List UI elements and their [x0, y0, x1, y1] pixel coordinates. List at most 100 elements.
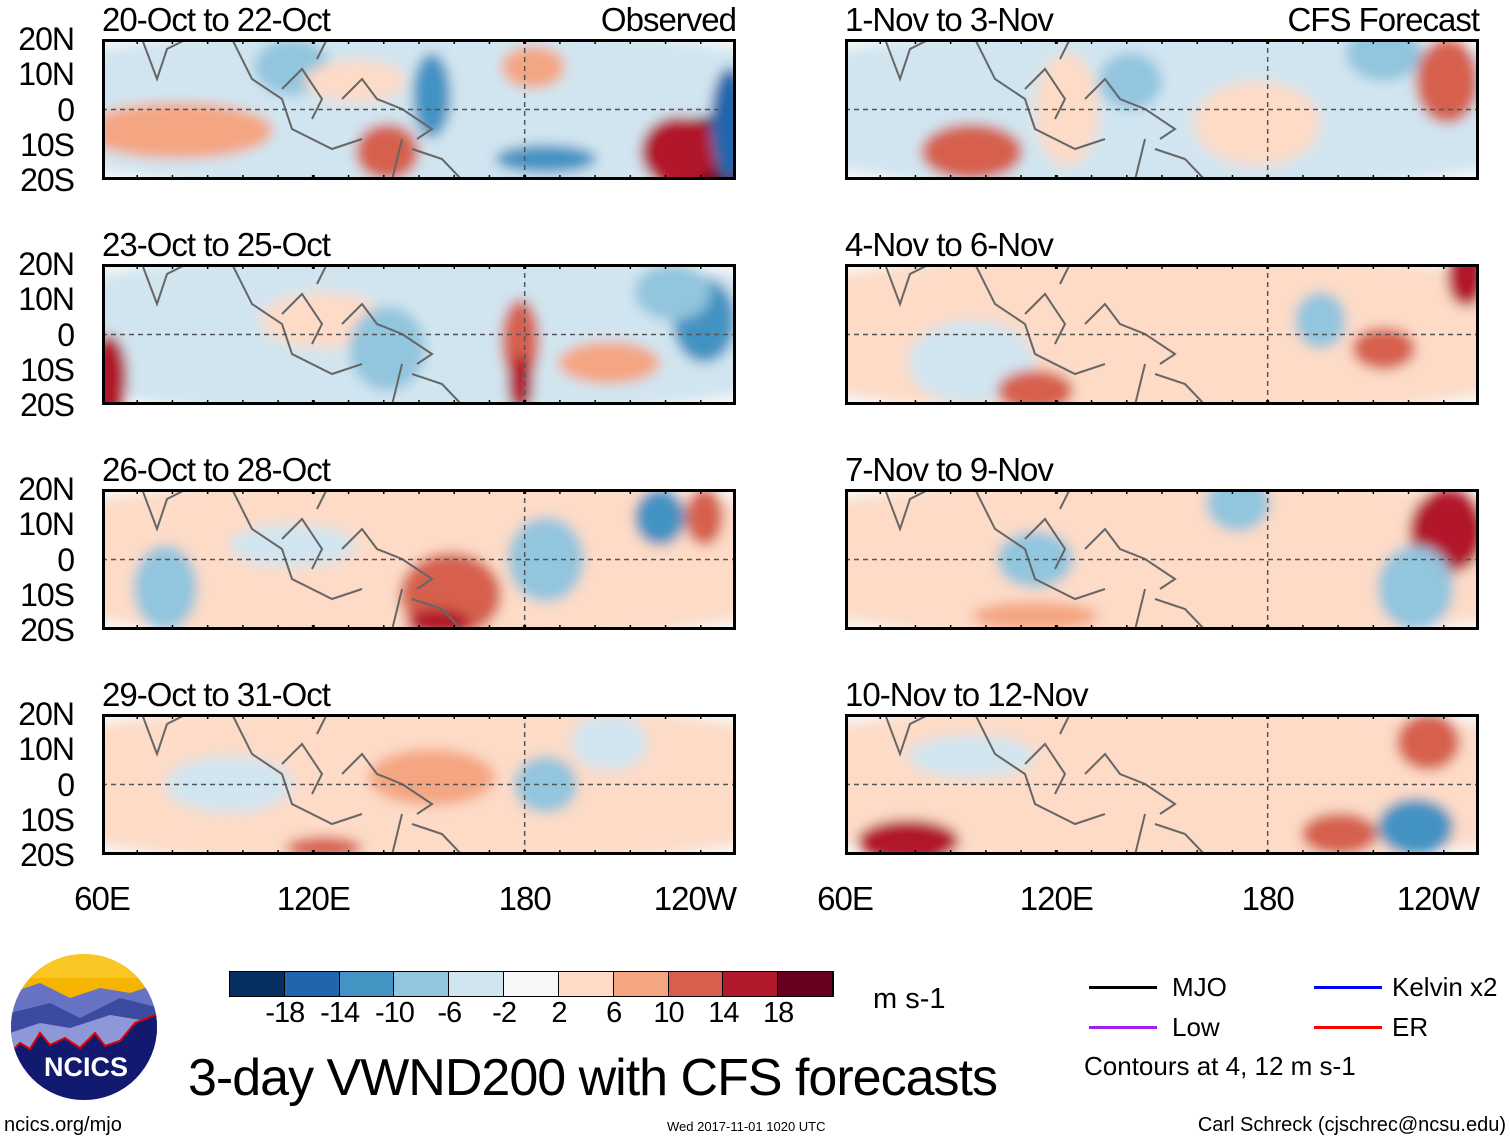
coastline [141, 489, 463, 630]
lat-label: 20N [18, 21, 75, 57]
ncics-logo: NCICS [11, 954, 157, 1100]
coastline [141, 39, 463, 180]
colorbar [229, 971, 834, 997]
coastline [884, 489, 1206, 630]
wind-anomaly-region [501, 299, 540, 384]
colorbar-swatch [668, 972, 724, 996]
lat-label: 10S [20, 351, 75, 388]
lat-label: 20N [18, 471, 75, 507]
lon-label: 120W [653, 880, 737, 917]
colorbar-swatch [230, 972, 285, 996]
lat-label: 20S [20, 612, 75, 648]
wind-anomaly-region [857, 819, 960, 855]
panel-title: 29-Oct to 31-Oct [102, 676, 331, 713]
lat-label: 0 [57, 91, 75, 128]
colorbar-swatch [778, 972, 833, 996]
wind-anomaly-region [558, 341, 660, 384]
lat-label: 20S [20, 387, 75, 423]
map-panel [102, 264, 736, 405]
wind-anomaly-region [1396, 714, 1460, 771]
wind-anomaly-region [349, 306, 426, 391]
panel-title: 20-Oct to 22-Oct [102, 1, 331, 38]
wind-anomaly-region [634, 489, 686, 546]
legend-note: Contours at 4, 12 m s-1 [1084, 1051, 1356, 1081]
lat-label: 20S [20, 837, 75, 873]
map-panel [845, 714, 1479, 855]
wind-anomaly-region [634, 264, 711, 321]
wind-anomaly-region [971, 601, 1099, 630]
wind-anomaly-region [1295, 292, 1346, 349]
colorbar-swatch [504, 972, 559, 996]
colorbar-swatch [723, 972, 779, 996]
colorbar-swatch [284, 972, 340, 996]
coastline [884, 39, 1206, 180]
panel-title: 10-Nov to 12-Nov [845, 676, 1089, 713]
panel-title: 23-Oct to 25-Oct [102, 226, 331, 263]
wind-anomaly-region [1352, 327, 1416, 370]
lat-label: 20N [18, 696, 75, 732]
lon-label: 120E [1019, 880, 1094, 917]
lat-label: 10N [18, 506, 75, 543]
lon-label: 60E [817, 880, 874, 917]
coastline [884, 264, 1206, 405]
wind-anomaly-region [355, 123, 419, 180]
lat-label: 0 [57, 316, 75, 353]
wind-anomaly-region [921, 123, 1023, 180]
wind-anomaly-region [495, 144, 597, 173]
colorbar-swatch [613, 972, 669, 996]
legend-line-er [1314, 1026, 1382, 1029]
lon-label: 120E [276, 880, 351, 917]
lon-label: 180 [1241, 880, 1295, 917]
colorbar-swatch [558, 972, 614, 996]
coastline [884, 714, 1206, 855]
wind-anomaly-region [1301, 812, 1378, 855]
colorbar-swatch [339, 972, 395, 996]
colorbar-label: 14 [708, 997, 739, 1029]
lat-label: 10S [20, 126, 75, 163]
map-panel [102, 714, 736, 855]
lat-label: 10S [20, 801, 75, 838]
wind-anomaly-region [102, 102, 274, 159]
panel-title: 26-Oct to 28-Oct [102, 451, 331, 488]
wind-anomaly-region [571, 714, 648, 771]
wind-anomaly-region [1345, 39, 1422, 82]
wind-anomaly-region [1415, 39, 1479, 124]
wind-anomaly-region [908, 735, 1036, 778]
panel-title: 7-Nov to 9-Nov [845, 451, 1054, 488]
wind-anomaly-region [412, 53, 451, 138]
wind-anomaly-region [501, 46, 565, 89]
colorbar-label: 2 [551, 997, 567, 1029]
lat-label: 10N [18, 281, 75, 318]
colorbar-label: -2 [492, 997, 517, 1029]
legend-label-low: Low [1172, 1012, 1220, 1042]
legend-label-er: ER [1392, 1012, 1429, 1042]
wind-anomaly-region [997, 369, 1074, 405]
panel-source-tag: Observed [600, 1, 737, 38]
lat-label: 10N [18, 56, 75, 93]
wind-anomaly-region [1447, 264, 1479, 307]
colorbar-swatch [394, 972, 450, 996]
wind-anomaly-region [133, 545, 198, 630]
wind-anomaly-region [1206, 489, 1270, 532]
logo-text: NCICS [44, 1052, 128, 1082]
lon-label: 120W [1396, 880, 1480, 917]
wind-anomaly-region [304, 60, 407, 103]
map-panel [102, 489, 736, 630]
lon-label: 60E [74, 880, 131, 917]
map-panel [845, 489, 1479, 630]
lat-label: 0 [57, 541, 75, 578]
wind-anomaly-region [710, 67, 736, 180]
wind-anomaly-region [1193, 81, 1321, 166]
legend-label-mjo: MJO [1172, 972, 1227, 1002]
map-panel [102, 39, 736, 180]
colorbar-label: 10 [653, 997, 684, 1029]
footer-timestamp: Wed 2017-11-01 1020 UTC [667, 1119, 826, 1134]
colorbar-label: -14 [320, 997, 360, 1029]
legend-label-kelvin: Kelvin x2 [1392, 972, 1498, 1002]
legend-line-kelvin [1314, 986, 1382, 989]
footer-credit: Carl Schreck (cjschrec@ncsu.edu) [1197, 1114, 1506, 1136]
colorbar-units: m s-1 [873, 983, 946, 1015]
coastline [141, 714, 463, 855]
wind-anomaly-region [285, 836, 362, 855]
map-panel [845, 264, 1479, 405]
